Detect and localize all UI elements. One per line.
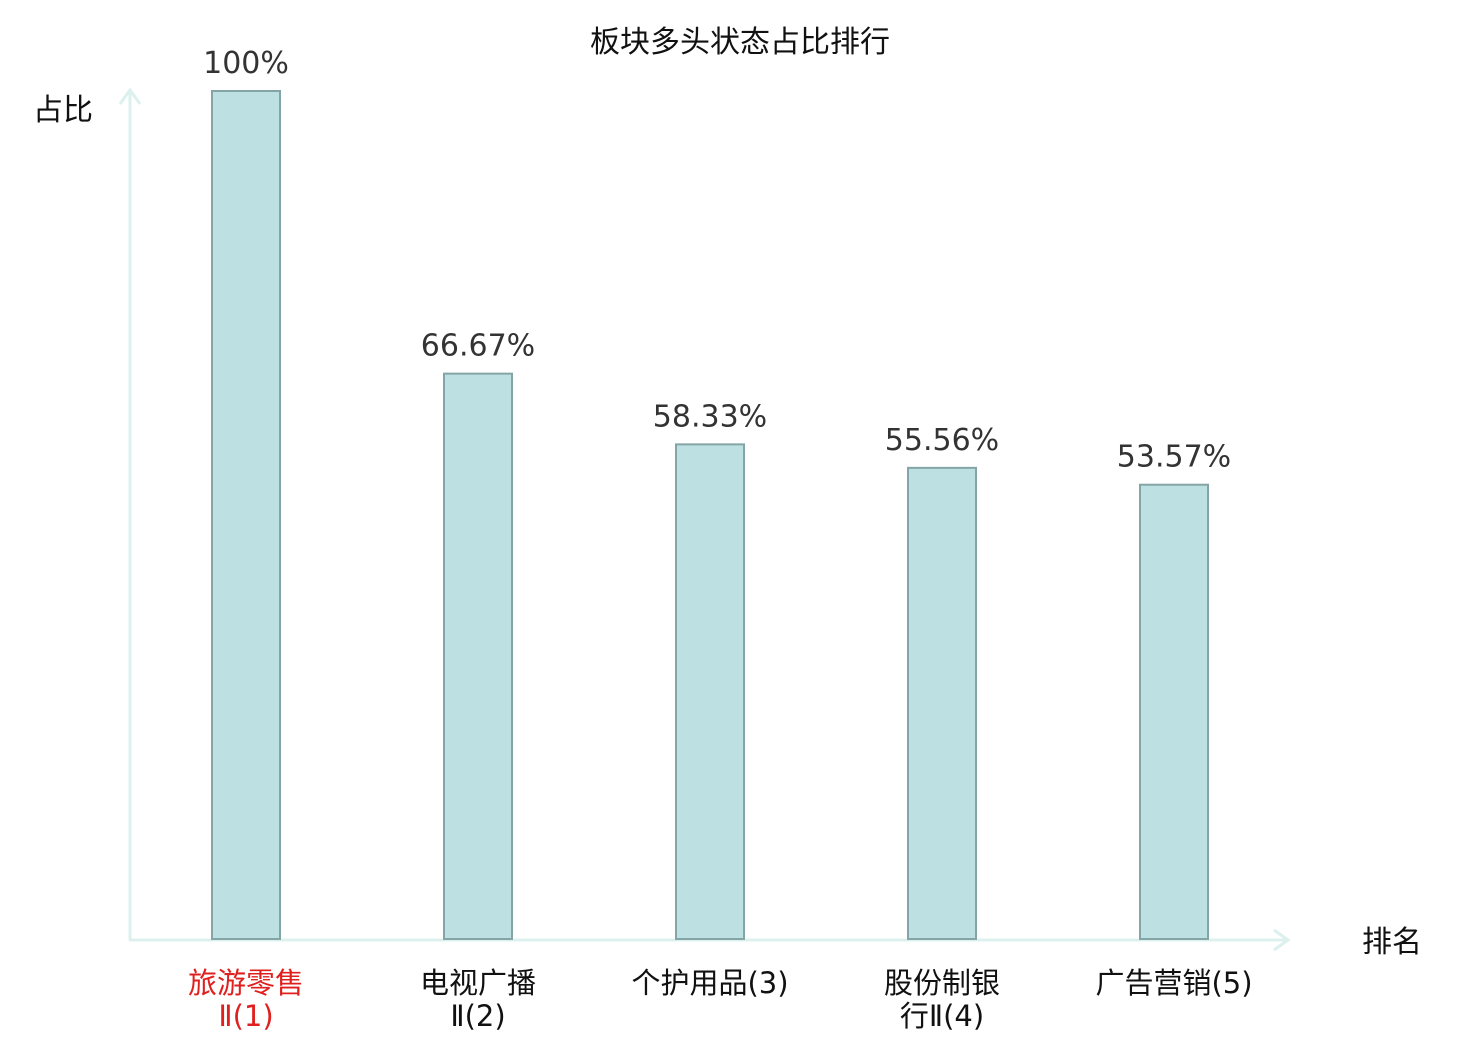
value-label: 55.56%: [885, 423, 999, 458]
bars-group: [211, 90, 1209, 940]
value-label: 53.57%: [1117, 440, 1231, 475]
category-tick-label: 旅游零售 Ⅱ(1): [188, 966, 304, 1033]
bar: [443, 372, 513, 940]
value-labels-group: 100% 66.67% 58.33% 55.56% 53.57%: [203, 46, 1231, 475]
category-tick-label: 广告营销(5): [1095, 966, 1252, 1000]
category-tick-label: 个护用品(3): [631, 966, 788, 1000]
category-tick-label: 股份制银行Ⅱ(4): [884, 966, 1000, 1033]
value-label: 58.33%: [653, 399, 767, 434]
chart-title: 板块多头状态占比排行: [590, 25, 890, 60]
bar: [211, 90, 281, 940]
axes: [118, 87, 1291, 952]
bar: [1139, 483, 1209, 940]
category-labels-group: 旅游零售 Ⅱ(1) 电视广播 Ⅱ(2) 个护用品(3) 股份制银行Ⅱ(4) 广告营销(5): [188, 966, 1253, 1033]
category-tick-label: 电视广播 Ⅱ(2): [420, 966, 536, 1033]
y-axis-label: 占比: [33, 93, 93, 128]
bar: [675, 443, 745, 940]
value-label: 66.67%: [421, 329, 535, 364]
y-axis-arrow: [118, 87, 142, 105]
value-label: 100%: [203, 46, 289, 81]
bar: [907, 466, 977, 940]
x-axis-label: 排名: [1362, 925, 1422, 960]
x-axis-arrow: [1273, 928, 1291, 952]
